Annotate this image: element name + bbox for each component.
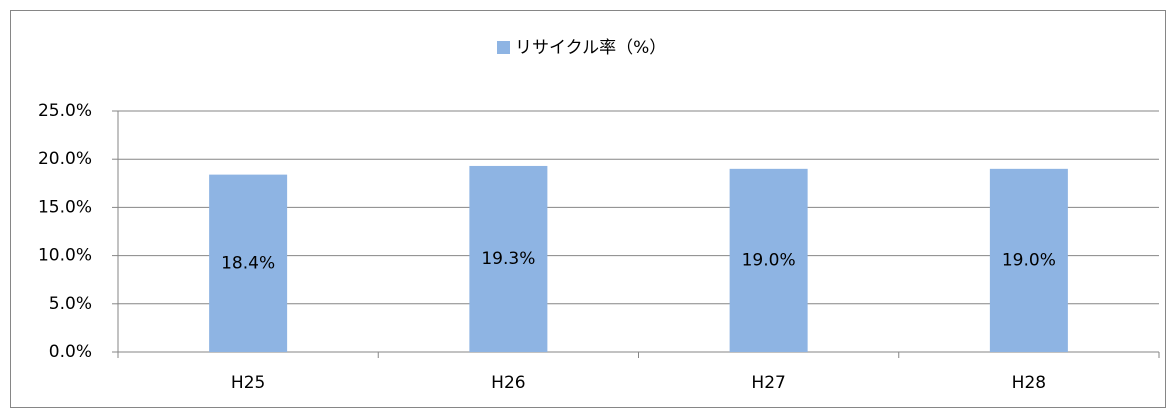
x-tick-label: H27 — [751, 373, 785, 393]
y-tick-label: 5.0% — [49, 294, 92, 314]
x-tick-label: H28 — [1012, 373, 1046, 393]
y-tick-label: 15.0% — [38, 197, 92, 217]
legend-swatch — [497, 41, 510, 54]
data-label: 19.3% — [481, 249, 535, 269]
y-tick-label: 0.0% — [49, 342, 92, 362]
data-label: 19.0% — [742, 250, 796, 270]
data-label: 19.0% — [1002, 250, 1056, 270]
data-label: 18.4% — [221, 253, 275, 273]
y-tick-label: 25.0% — [38, 101, 92, 121]
bar — [989, 168, 1068, 352]
chart-border — [10, 10, 1166, 408]
y-tick-label: 20.0% — [38, 149, 92, 169]
x-tick-label: H26 — [491, 373, 525, 393]
bar — [729, 168, 808, 352]
legend-label: リサイクル率（%） — [515, 38, 666, 58]
x-tick-label: H25 — [231, 373, 265, 393]
bar — [469, 165, 548, 352]
y-tick-label: 10.0% — [38, 246, 92, 266]
bar — [209, 174, 288, 352]
